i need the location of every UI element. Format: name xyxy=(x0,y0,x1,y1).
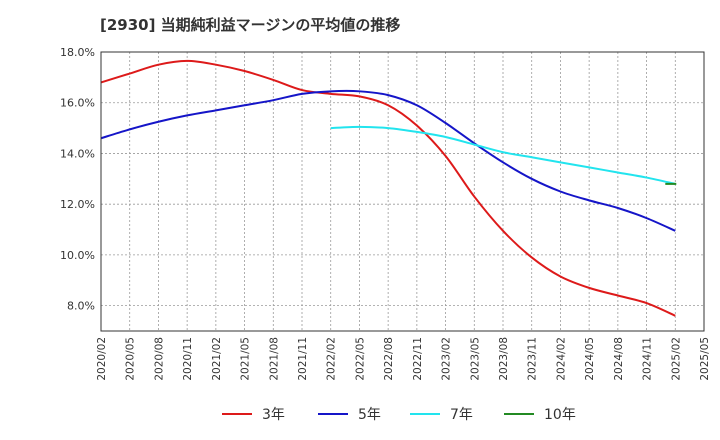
x-tick-label: 2024/11 xyxy=(642,337,654,381)
series-line-3y xyxy=(100,59,676,317)
y-tick-label: 10.0% xyxy=(60,249,95,262)
y-tick-label: 12.0% xyxy=(60,198,95,211)
legend-item-7y: 7年 xyxy=(410,402,473,426)
x-tick-label: 2021/02 xyxy=(211,337,223,381)
series-lines xyxy=(100,59,677,317)
series-line-7y xyxy=(330,125,676,185)
x-tick-label: 2024/08 xyxy=(613,337,625,381)
legend-label: 10年 xyxy=(544,407,576,423)
plot-frame xyxy=(100,51,705,332)
y-tick-label: 8.0% xyxy=(67,300,95,313)
x-axis: 2020/02 2020/05 2020/08 2020/11 2021/02 2021/… xyxy=(96,337,711,381)
legend-item-5y: 5年 xyxy=(318,402,381,426)
x-tick-label: 2020/08 xyxy=(153,337,165,381)
legend: 3年 5年 7年 10年 xyxy=(0,402,720,426)
x-tick-label: 2025/02 xyxy=(670,337,682,381)
x-tick-label: 2024/05 xyxy=(584,337,596,381)
x-tick-label: 2024/02 xyxy=(555,337,567,381)
y-tick-label: 14.0% xyxy=(60,147,95,160)
y-tick-label: 16.0% xyxy=(60,97,95,110)
x-tick-label: 2020/11 xyxy=(182,337,194,381)
x-tick-label: 2022/08 xyxy=(383,337,395,381)
x-tick-label: 2020/02 xyxy=(96,337,108,381)
series-line-5y xyxy=(100,89,676,232)
legend-swatch xyxy=(222,413,252,415)
x-tick-label: 2021/05 xyxy=(240,337,252,381)
grid xyxy=(100,51,705,331)
legend-label: 7年 xyxy=(450,407,473,423)
legend-swatch xyxy=(410,413,440,415)
y-axis: 8.0% 10.0% 12.0% 14.0% 16.0% 18.0% xyxy=(60,46,95,313)
legend-label: 5年 xyxy=(358,407,381,423)
x-tick-label: 2023/08 xyxy=(498,337,510,381)
x-tick-label: 2021/08 xyxy=(268,337,280,381)
legend-item-10y: 10年 xyxy=(504,402,576,426)
x-tick-label: 2023/11 xyxy=(527,337,539,381)
legend-label: 3年 xyxy=(262,407,285,423)
line-chart: 8.0%10.0%12.0%14.0%16.0%18.0% 2020/02 202… xyxy=(60,46,711,381)
x-tick-label: 2020/05 xyxy=(125,337,137,381)
x-tick-label: 2023/02 xyxy=(441,337,453,381)
x-tick-label: 2022/05 xyxy=(354,337,366,381)
legend-swatch xyxy=(504,413,534,415)
x-tick-label: 2023/05 xyxy=(469,337,481,381)
legend-item-3y: 3年 xyxy=(222,402,285,426)
x-tick-label: 2022/02 xyxy=(326,337,338,381)
legend-swatch xyxy=(318,413,348,415)
x-tick-label: 2021/11 xyxy=(297,337,309,381)
chart-title: [2930] 当期純利益マージンの平均値の推移 xyxy=(100,16,401,34)
x-tick-label: 2022/11 xyxy=(412,337,424,381)
y-tick-label: 18.0% xyxy=(60,46,95,59)
x-tick-label: 2025/05 xyxy=(699,337,711,381)
